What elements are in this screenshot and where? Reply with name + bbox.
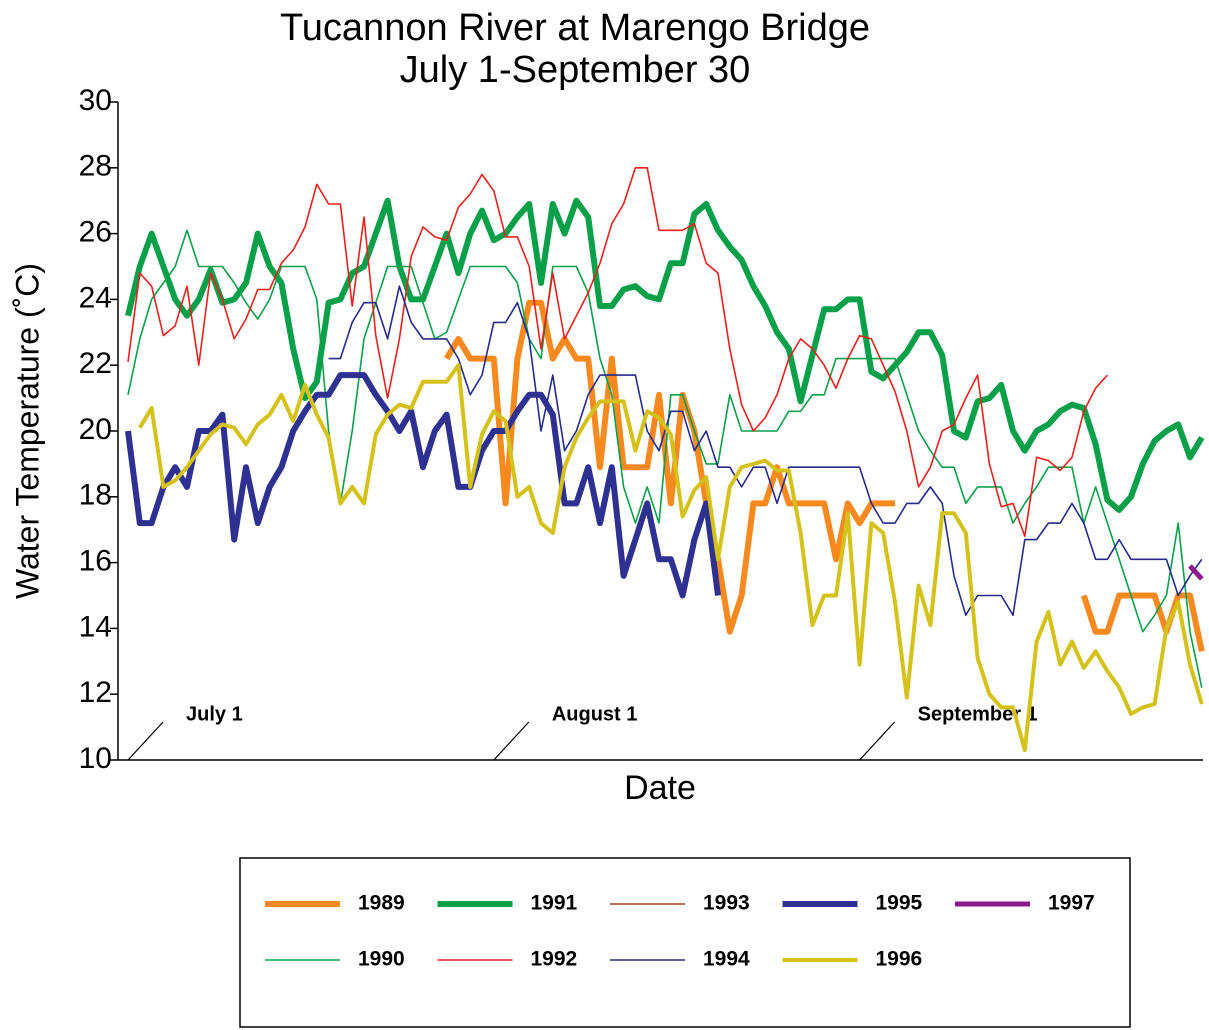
annotation: August 1 — [552, 703, 638, 725]
series-line — [1188, 564, 1204, 581]
legend-label: 1996 — [876, 948, 923, 971]
series-line — [127, 229, 1203, 688]
y-axis-label: Water Temperature (˚C) — [9, 263, 45, 599]
series-line — [125, 372, 721, 599]
series-line — [125, 197, 1205, 513]
chart-title: Tucannon River at Marengo Bridge — [280, 7, 870, 49]
y-tick-label: 12 — [79, 676, 112, 709]
annotation-line — [127, 721, 164, 761]
y-tick-label: 28 — [79, 150, 112, 183]
legend-label: 1989 — [358, 892, 405, 915]
chart-subtitle: July 1-September 30 — [400, 49, 751, 91]
legend-label: 1994 — [703, 948, 750, 971]
legend-box — [239, 857, 1131, 1028]
y-tick-label: 30 — [79, 84, 112, 117]
series-line — [138, 363, 1204, 753]
legend-label: 1991 — [531, 892, 578, 915]
legend-label: 1995 — [876, 892, 923, 915]
annotation-line — [859, 721, 896, 761]
legend-label: 1992 — [531, 948, 578, 971]
series-line — [444, 299, 1205, 653]
legend-label: 1993 — [703, 892, 750, 915]
annotation-line — [493, 721, 530, 761]
legend-label: 1990 — [358, 948, 405, 971]
annotation: July 1 — [186, 703, 243, 725]
y-tick-label: 10 — [79, 742, 112, 775]
series-line — [127, 167, 1108, 538]
y-tick-label: 22 — [79, 347, 112, 380]
y-tick-label: 18 — [79, 479, 112, 512]
y-tick-label: 14 — [79, 610, 112, 643]
y-tick-label: 26 — [79, 216, 112, 249]
series-line — [328, 285, 1203, 616]
y-tick-label: 24 — [79, 281, 112, 314]
y-tick-label: 20 — [79, 413, 112, 446]
x-axis-label: Date — [624, 769, 696, 807]
annotation: September 1 — [918, 703, 1038, 725]
y-tick-label: 16 — [79, 545, 112, 578]
legend-label: 1997 — [1048, 892, 1095, 915]
